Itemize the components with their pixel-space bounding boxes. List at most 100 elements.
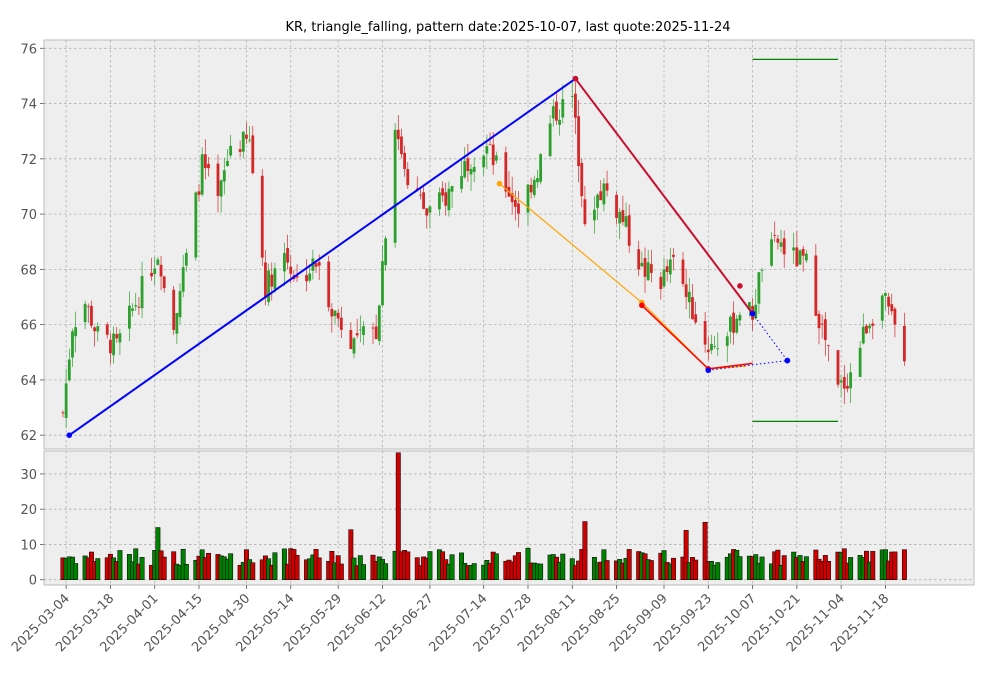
candle-body xyxy=(384,238,388,266)
candle-body xyxy=(156,259,160,265)
candle-body xyxy=(880,295,884,321)
candle-body xyxy=(659,276,663,289)
volume-bar xyxy=(848,557,854,580)
candle-body xyxy=(517,203,520,214)
candle-body xyxy=(327,261,331,308)
candle-body xyxy=(861,326,865,344)
candle-body xyxy=(691,297,694,320)
volume-bar xyxy=(449,554,455,580)
candle-body xyxy=(216,163,220,196)
candle-body xyxy=(713,346,717,348)
candle-body xyxy=(577,116,580,167)
candle-body xyxy=(615,194,618,218)
candle-body xyxy=(222,170,226,182)
candle-body xyxy=(823,319,827,341)
pattern-line xyxy=(641,304,709,370)
candle-body xyxy=(86,306,90,308)
candle-body xyxy=(491,144,495,166)
candle-body xyxy=(463,161,467,178)
candle-body xyxy=(305,275,308,282)
candle-body xyxy=(574,93,577,118)
candle-body xyxy=(162,276,166,289)
candle-body xyxy=(71,331,74,358)
candle-body xyxy=(349,330,353,350)
volume-bar xyxy=(870,551,876,580)
volume-bar xyxy=(683,530,689,580)
candle-body xyxy=(795,247,799,267)
pattern-point xyxy=(639,302,645,309)
volume-bar xyxy=(715,562,721,580)
candle-body xyxy=(245,134,248,139)
price-tick-label: 72 xyxy=(20,153,37,168)
pattern-line xyxy=(499,183,643,303)
candle-body xyxy=(172,289,176,330)
candle-body xyxy=(374,326,378,340)
candle-body xyxy=(238,149,242,152)
candle-body xyxy=(782,238,786,255)
candle-body xyxy=(352,338,356,354)
candle-body xyxy=(903,325,906,362)
candle-body xyxy=(893,308,897,325)
volume-axis: 0 10 20 30 xyxy=(20,468,44,589)
volume-bar xyxy=(775,549,781,580)
candle-body xyxy=(513,199,517,207)
price-axis: 62 64 66 68 70 72 74 76 xyxy=(20,42,44,444)
pattern-lines xyxy=(66,58,838,438)
candle-body xyxy=(842,377,846,389)
pattern-point xyxy=(66,432,73,438)
candle-body xyxy=(159,264,163,277)
candle-body xyxy=(583,199,587,225)
candle-body xyxy=(637,249,641,270)
price-tick-label: 70 xyxy=(20,208,37,223)
candle-body xyxy=(770,239,773,266)
candle-body xyxy=(444,192,448,206)
candle-body xyxy=(355,333,359,336)
volume-bar xyxy=(395,452,401,580)
candle-body xyxy=(64,383,68,418)
candle-body xyxy=(792,247,796,251)
volume-bar xyxy=(139,557,145,580)
candle-body xyxy=(469,168,473,175)
volume-bar xyxy=(892,551,898,580)
candle-body xyxy=(510,193,514,203)
candle-body xyxy=(488,144,492,146)
volume-bar xyxy=(538,563,544,580)
candle-body xyxy=(539,154,543,182)
pattern-point xyxy=(496,180,503,187)
candle-body xyxy=(128,305,131,329)
candle-body xyxy=(381,261,384,306)
candle-body xyxy=(672,254,675,257)
candle-body xyxy=(624,216,628,227)
candle-body xyxy=(150,272,153,277)
candle-body xyxy=(776,238,780,243)
candle-body xyxy=(773,235,777,236)
candle-body xyxy=(804,253,808,261)
volume-bar xyxy=(294,555,300,580)
pattern-point xyxy=(705,367,712,374)
candle-body xyxy=(339,317,343,330)
candle-body xyxy=(646,262,650,281)
volume-bar xyxy=(516,552,521,580)
candle-body xyxy=(67,359,71,381)
candle-body xyxy=(884,292,887,296)
candle-body xyxy=(703,321,707,345)
candle-body xyxy=(74,327,78,337)
candle-body xyxy=(814,255,818,316)
candle-body xyxy=(602,183,606,205)
candle-body xyxy=(668,259,672,275)
candle-body xyxy=(96,326,100,332)
candle-body xyxy=(447,188,451,211)
candle-body xyxy=(735,318,739,333)
candle-body xyxy=(393,129,397,243)
candle-body xyxy=(371,327,375,329)
pattern-line xyxy=(752,313,788,361)
candle-body xyxy=(665,266,669,273)
candle-body xyxy=(336,312,340,319)
candle-body xyxy=(649,264,653,273)
volume-bar xyxy=(427,551,433,580)
candle-body xyxy=(754,304,758,319)
candle-body xyxy=(140,276,144,309)
candle-body xyxy=(526,184,530,213)
candle-body xyxy=(561,99,565,118)
